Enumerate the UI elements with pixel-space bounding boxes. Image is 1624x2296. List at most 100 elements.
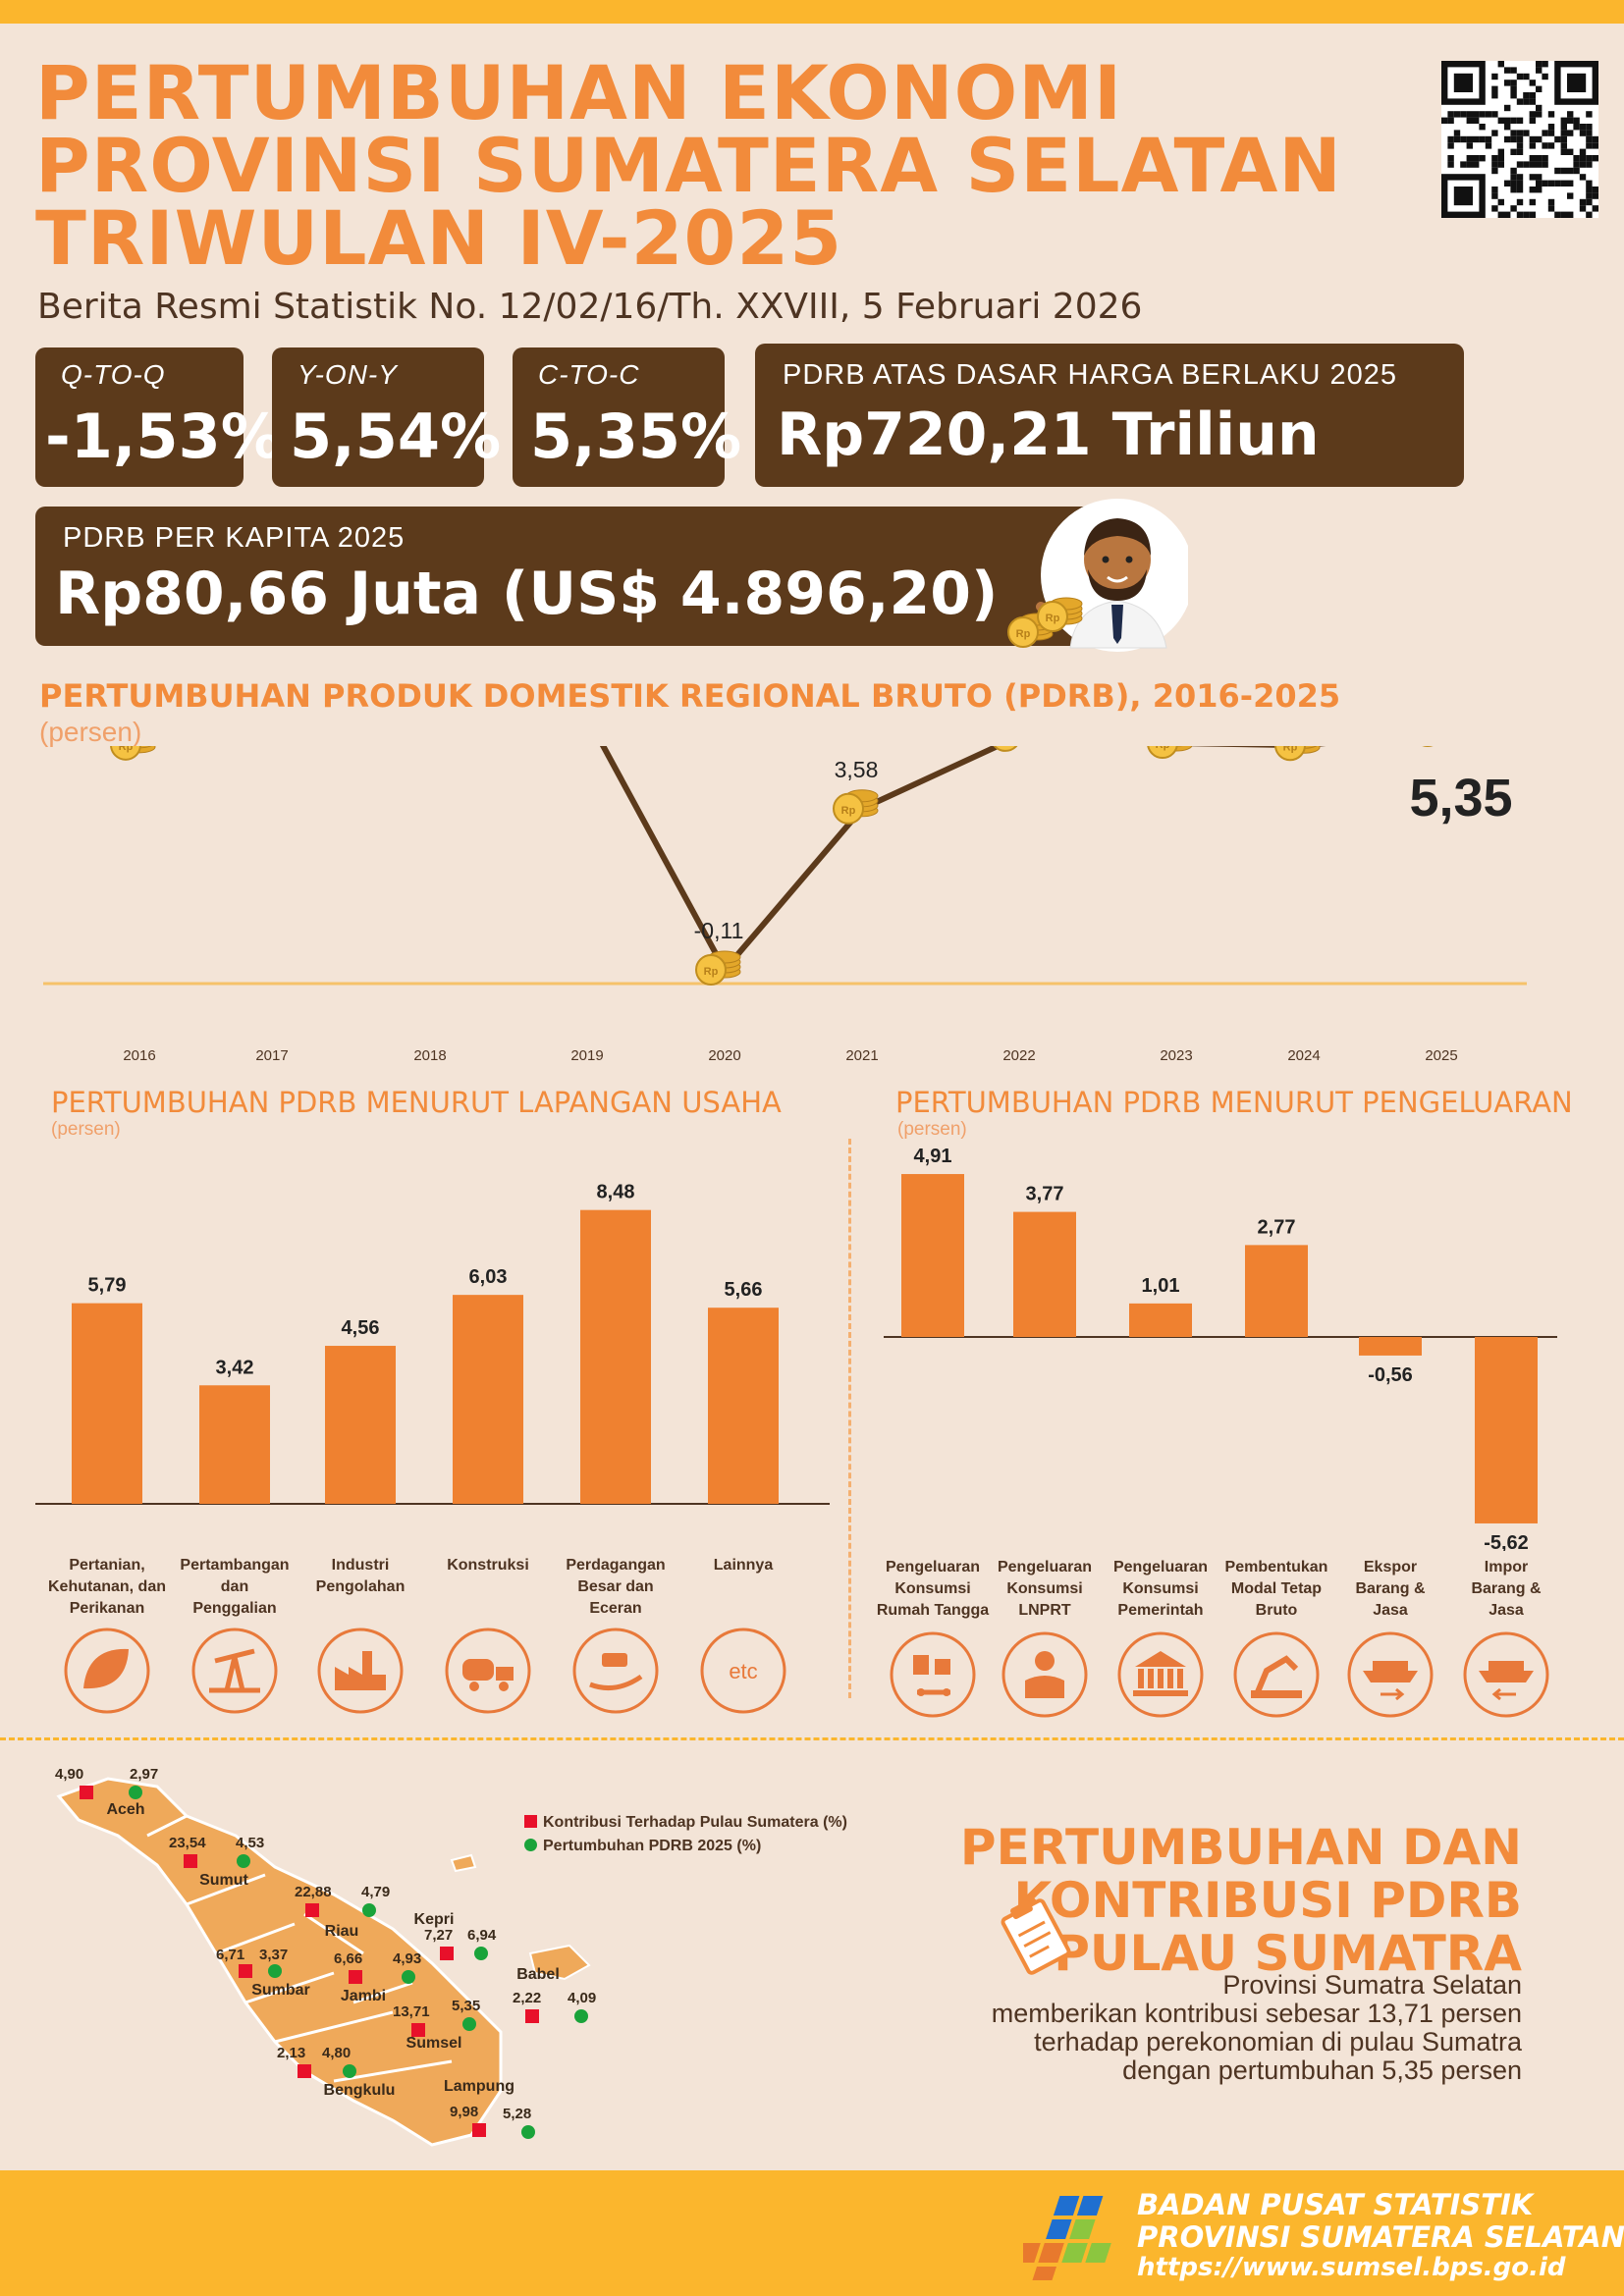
data-label: 1,01 <box>1142 1275 1180 1297</box>
bar <box>1245 1245 1308 1337</box>
trade-hand-icon <box>572 1628 659 1714</box>
section-divider-vertical <box>848 1139 851 1698</box>
kpi-perkapita-card: PDRB PER KAPITA 2025 Rp80,66 Juta (US$ 4… <box>35 507 1098 646</box>
kontribusi-title-line-2: KONTRIBUSI PDRB <box>1013 1872 1522 1929</box>
expenditure-chart-subtitle: (persen) <box>897 1119 967 1140</box>
pertumbuhan-marker <box>129 1786 142 1799</box>
x-tick-label: 2018 <box>413 1047 446 1064</box>
data-label: 5,79 <box>88 1275 127 1297</box>
x-tick-label: 2024 <box>1287 1047 1320 1064</box>
category-label: Pertanian, Kehutanan, dan Perikanan <box>47 1557 166 1617</box>
etc-icon: etc <box>700 1628 786 1714</box>
kontribusi-marker <box>349 1970 362 1984</box>
svg-text:Rp: Rp <box>1046 613 1060 624</box>
pertumbuhan-value: 5,28 <box>503 2106 531 2122</box>
kpi-qtoq-value: -1,53% <box>45 400 282 472</box>
pertumbuhan-value: 4,79 <box>361 1884 390 1900</box>
title-line-1: PERTUMBUHAN EKONOMI <box>35 49 1123 136</box>
x-tick-label: 2025 <box>1425 1047 1457 1064</box>
babel-island-shape <box>528 1944 591 1981</box>
pertumbuhan-value: 4,09 <box>568 1990 596 2006</box>
expenditure-growth-bar-chart: 4,91 3,77 1,01 2,77 -0,56 -5,62 <box>884 1146 1557 1551</box>
bar <box>72 1303 142 1504</box>
pertumbuhan-value: 4,93 <box>393 1950 421 1967</box>
data-label: 3,58 <box>835 757 879 782</box>
bps-logo-icon <box>1023 2196 1111 2280</box>
province-name: Kepri <box>414 1911 455 1928</box>
kpi-yony-card: Y-ON-Y 5,54% <box>272 347 501 487</box>
pertumbuhan-marker <box>268 1964 282 1978</box>
machinery-icon <box>1233 1631 1320 1718</box>
bar <box>1359 1337 1422 1356</box>
kontribusi-desc-line-3: terhadap perekonomian di pulau Sumatra <box>1034 2027 1522 2056</box>
bar <box>901 1174 964 1337</box>
oil-pump-icon <box>191 1628 278 1714</box>
kontribusi-value: 6,71 <box>216 1947 244 1963</box>
kontribusi-marker <box>239 1964 252 1978</box>
bar <box>1013 1211 1076 1337</box>
bar <box>199 1385 270 1504</box>
household-consumption-icon <box>890 1631 976 1718</box>
kpi-ctoc-card: C-TO-C 5,35% <box>513 347 741 487</box>
kontribusi-desc-line-4: dengan pertumbuhan 5,35 persen <box>1122 2056 1522 2085</box>
leaf-icon <box>64 1628 150 1714</box>
page-title: PERTUMBUHAN EKONOMI PROVINSI SUMATERA SE… <box>35 49 1410 276</box>
province-name: Aceh <box>106 1801 144 1818</box>
data-point-coin: Rp <box>993 746 1018 752</box>
bar <box>325 1346 396 1504</box>
kpi-ctoc-label: C-TO-C <box>538 359 640 390</box>
sumatra-map: 4,90 2,97 Aceh 23,54 4,53 Sumut 22,88 4,79 Riau 7… <box>55 1766 596 2147</box>
category-label: Pengeluaran Konsumsi LNPRT <box>997 1559 1093 1619</box>
qr-code-icon[interactable] <box>1441 61 1598 218</box>
data-label: 3,42 <box>216 1357 254 1378</box>
x-tick-label: 2016 <box>123 1047 155 1064</box>
kontribusi-title-line-1: PERTUMBUHAN DAN <box>959 1819 1522 1876</box>
data-label: -0,11 <box>694 918 744 943</box>
svg-text:etc: etc <box>729 1659 757 1683</box>
kontribusi-desc-line-1: Provinsi Sumatra Selatan <box>1222 1970 1522 2000</box>
category-label: Impor Barang & Jasa <box>1471 1559 1542 1619</box>
kpi-qtoq-label: Q-TO-Q <box>61 359 166 390</box>
kontribusi-title: PERTUMBUHAN DAN KONTRIBUSI PDRB PULAU SU… <box>960 1821 1522 1980</box>
pertumbuhan-marker <box>474 1947 488 1960</box>
category-label: Pertambangan dan Penggalian <box>180 1557 290 1617</box>
line-chart-title: PERTUMBUHAN PRODUK DOMESTIK REGIONAL BRU… <box>39 677 1341 715</box>
data-label: -0,56 <box>1368 1364 1413 1386</box>
kpi-perkapita-label: PDRB PER KAPITA 2025 <box>63 522 406 554</box>
province-name: Riau <box>325 1923 359 1940</box>
import-ship-icon <box>1463 1631 1549 1718</box>
pertumbuhan-value: 4,80 <box>322 2045 351 2061</box>
coin-stack-icon: Rp <box>1037 597 1083 632</box>
category-label: Ekspor Barang & Jasa <box>1355 1559 1426 1619</box>
kontribusi-value: 23,54 <box>169 1835 206 1851</box>
kontribusi-value: 4,90 <box>55 1766 83 1783</box>
x-tick-label: 2020 <box>708 1047 740 1064</box>
sector-chart-subtitle: (persen) <box>51 1119 121 1140</box>
kontribusi-marker <box>184 1854 197 1868</box>
data-point-coin: Rp <box>1274 746 1321 762</box>
concrete-truck-icon <box>445 1628 531 1714</box>
province-name: Jambi <box>341 1988 386 2004</box>
data-point-coin: Rp <box>833 789 879 825</box>
data-label: 6,03 <box>469 1266 508 1288</box>
category-label: Perdagangan Besar dan Eceran <box>566 1557 666 1617</box>
footer-url-link[interactable]: https://www.sumsel.bps.go.id <box>1137 2253 1566 2282</box>
kepri-island-shape <box>450 1853 477 1873</box>
kontribusi-description: Provinsi Sumatra Selatan memberikan kont… <box>992 1971 1522 2085</box>
pertumbuhan-marker <box>343 2064 356 2078</box>
pertumbuhan-value: 5,35 <box>452 1998 480 2014</box>
kpi-pdrb-card: PDRB ATAS DASAR HARGA BERLAKU 2025 Rp720… <box>755 344 1464 487</box>
kpi-ctoc-value: 5,35% <box>530 400 742 472</box>
svg-text:Rp: Rp <box>1016 628 1031 640</box>
kpi-yony-value: 5,54% <box>290 400 502 472</box>
svg-text:Rp: Rp <box>1283 746 1298 753</box>
data-label: 5,66 <box>725 1279 763 1301</box>
top-accent-bar <box>0 0 1624 24</box>
data-label: 3,77 <box>1026 1184 1064 1205</box>
data-label: -5,62 <box>1484 1532 1529 1551</box>
x-tick-label: 2017 <box>255 1047 288 1064</box>
kontribusi-marker <box>472 2123 486 2137</box>
data-point-coin: Rp <box>1147 746 1193 760</box>
pertumbuhan-value: 3,37 <box>259 1947 288 1963</box>
province-name: Bengkulu <box>324 2082 396 2099</box>
